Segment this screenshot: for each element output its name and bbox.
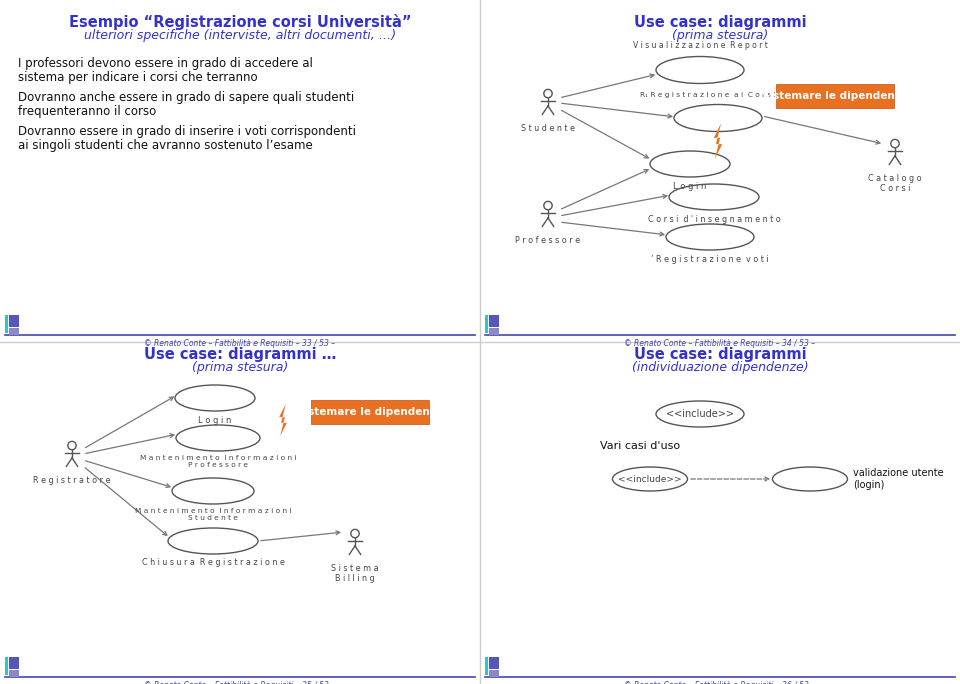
Text: frequenteranno il corso: frequenteranno il corso bbox=[18, 105, 156, 118]
Text: © Renato Conte – Fattibilità e Requisiti – 35 / 53 –: © Renato Conte – Fattibilità e Requisiti… bbox=[144, 681, 336, 684]
Text: Use case: diagrammi: Use case: diagrammi bbox=[634, 347, 806, 362]
Text: validazione utente
(login): validazione utente (login) bbox=[853, 469, 944, 490]
Text: V i s u a l i z z a z i o n e  R e p o r t: V i s u a l i z z a z i o n e R e p o r … bbox=[633, 41, 767, 50]
Text: © Renato Conte – Fattibilità e Requisiti – 36 / 53 –: © Renato Conte – Fattibilità e Requisiti… bbox=[624, 681, 816, 684]
Text: Dovranno anche essere in grado di sapere quali studenti: Dovranno anche essere in grado di sapere… bbox=[18, 92, 354, 105]
Bar bbox=[9, 328, 19, 335]
Text: © Renato Conte – Fattibilità e Requisiti – 33 / 53 –: © Renato Conte – Fattibilità e Requisiti… bbox=[144, 339, 336, 348]
FancyBboxPatch shape bbox=[311, 400, 429, 424]
Text: S t u d e n t e: S t u d e n t e bbox=[521, 124, 575, 133]
Bar bbox=[5, 657, 8, 675]
Text: L o g i n: L o g i n bbox=[199, 416, 231, 425]
Text: © Renato Conte – Fattibilità e Requisiti – 34 / 53 –: © Renato Conte – Fattibilità e Requisiti… bbox=[624, 339, 816, 348]
Text: C h i u s u r a  R e g i s t r a z i o n e: C h i u s u r a R e g i s t r a z i o n … bbox=[141, 558, 284, 567]
Text: ai singoli studenti che avranno sostenuto l’esame: ai singoli studenti che avranno sostenut… bbox=[18, 138, 313, 151]
Text: L o g i n: L o g i n bbox=[673, 182, 707, 191]
Text: S i s t e m a
B i l l i n g: S i s t e m a B i l l i n g bbox=[331, 564, 379, 583]
Bar bbox=[485, 657, 488, 675]
Bar bbox=[489, 657, 499, 669]
FancyBboxPatch shape bbox=[776, 84, 894, 108]
Text: R e g i s t r a t o r e: R e g i s t r a t o r e bbox=[34, 476, 110, 485]
Bar bbox=[5, 315, 8, 333]
Text: (prima stesura): (prima stesura) bbox=[192, 362, 288, 375]
Text: M a n t e n i m e n t o  I n f o r m a z i o n i
P r o f e s s o r e: M a n t e n i m e n t o I n f o r m a z … bbox=[140, 455, 297, 468]
Bar bbox=[9, 657, 19, 669]
Text: C o r s i  d ' i n s e g n a m e n t o: C o r s i d ' i n s e g n a m e n t o bbox=[648, 215, 780, 224]
Text: C a t a l o g o
C o r s i: C a t a l o g o C o r s i bbox=[868, 174, 922, 194]
Text: I professori devono essere in grado di accedere al: I professori devono essere in grado di a… bbox=[18, 57, 313, 70]
Text: Use case: diagrammi: Use case: diagrammi bbox=[634, 14, 806, 29]
Bar bbox=[489, 328, 499, 335]
Text: Vari casi d'uso: Vari casi d'uso bbox=[600, 441, 680, 451]
Text: Sistemare le dipendenze: Sistemare le dipendenze bbox=[762, 91, 908, 101]
Text: P r o f e s s o r e: P r o f e s s o r e bbox=[516, 236, 581, 245]
Text: M a n t e n i m e n t o  I n f o r m a z i o n i
S t u d e n t e: M a n t e n i m e n t o I n f o r m a z … bbox=[134, 508, 291, 521]
Text: ’ R e g i s t r a z i o n e  v o t i: ’ R e g i s t r a z i o n e v o t i bbox=[651, 255, 769, 264]
Text: (individuazione dipendenze): (individuazione dipendenze) bbox=[632, 362, 808, 375]
Polygon shape bbox=[279, 404, 287, 436]
Text: Sistemare le dipendenze: Sistemare le dipendenze bbox=[297, 407, 443, 417]
Text: (prima stesura): (prima stesura) bbox=[672, 29, 768, 42]
Text: Use case: diagrammi …: Use case: diagrammi … bbox=[144, 347, 336, 362]
Text: Dovranno essere in grado di inserire i voti corrispondenti: Dovranno essere in grado di inserire i v… bbox=[18, 125, 356, 138]
Bar bbox=[489, 315, 499, 327]
Bar bbox=[9, 315, 19, 327]
Bar bbox=[485, 315, 488, 333]
Bar bbox=[489, 670, 499, 677]
Text: R₁ R e g i s t r a z i o n e  a i  C o r s i   r s i: R₁ R e g i s t r a z i o n e a i C o r s… bbox=[639, 92, 796, 98]
Text: sistema per indicare i corsi che terranno: sistema per indicare i corsi che terrann… bbox=[18, 70, 257, 83]
Text: Esempio “Registrazione corsi Università”: Esempio “Registrazione corsi Università” bbox=[69, 14, 411, 30]
Text: ulteriori specifiche (interviste, altri documenti, …): ulteriori specifiche (interviste, altri … bbox=[84, 29, 396, 42]
Text: <<include>>: <<include>> bbox=[666, 409, 734, 419]
Text: <<include>>: <<include>> bbox=[618, 475, 682, 484]
Bar bbox=[9, 670, 19, 677]
Polygon shape bbox=[714, 123, 722, 159]
